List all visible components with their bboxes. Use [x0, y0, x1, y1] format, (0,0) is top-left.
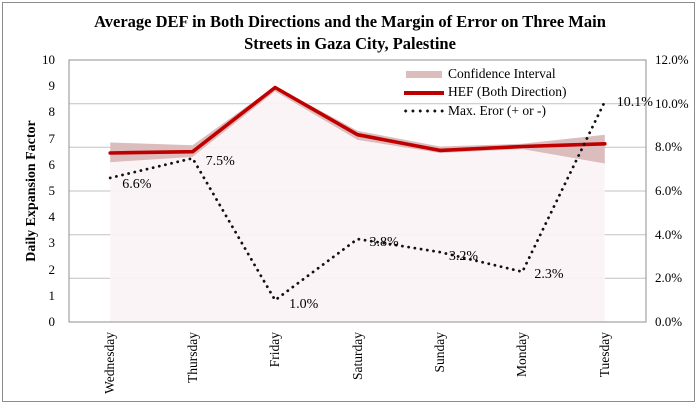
max-error-value-label: 10.1%	[616, 95, 653, 111]
legend-label-confidence-interval: Confidence Interval	[448, 66, 556, 81]
legend-item-max-error: Max. Eror (+ or -)	[400, 102, 566, 120]
x-axis-label: Sunday	[431, 332, 447, 373]
right-axis-tick: 6.0%	[655, 183, 683, 198]
plot-border	[68, 59, 647, 323]
legend-label-hef: HEF (Both Direction)	[448, 84, 567, 100]
max-error-value-label: 2.3%	[534, 266, 564, 282]
chart-title: Average DEF in Both Directions and the M…	[0, 11, 700, 55]
max-error-value-label: 3.8%	[369, 235, 399, 251]
right-axis-tick: 12.0%	[655, 52, 689, 67]
right-axis-tick: 4.0%	[655, 226, 683, 242]
chart-title-line1: Average DEF in Both Directions and the M…	[94, 12, 606, 31]
x-axis-label: Monday	[514, 332, 530, 377]
left-axis-tick: 10	[42, 52, 55, 67]
left-axis-tick: 2	[48, 261, 56, 277]
legend-item-confidence-interval: Confidence Interval	[400, 65, 566, 83]
legend-swatch-holder	[400, 108, 448, 113]
hef-line	[108, 85, 607, 155]
left-axis-tick: 1	[48, 287, 56, 303]
legend-swatch-holder	[400, 70, 448, 78]
x-axis-label: Thursday	[184, 332, 200, 383]
legend-item-hef: HEF (Both Direction)	[400, 83, 566, 101]
right-axis-tick: 8.0%	[655, 139, 683, 155]
max-error-dots-swatch-icon	[402, 108, 446, 113]
confidence-band	[110, 86, 605, 164]
left-axis-tick: 3	[48, 235, 56, 251]
max-error-value-label: 3.2%	[448, 249, 479, 265]
legend-swatch-holder	[400, 90, 448, 95]
left-axis-tick: 6	[48, 156, 56, 172]
legend: Confidence Interval HEF (Both Direction)…	[400, 65, 566, 120]
figure-border	[2, 2, 695, 402]
left-axis-tick: 8	[48, 104, 56, 120]
right-axis-tick: 0.0%	[655, 314, 683, 329]
legend-label-max-error: Max. Eror (+ or -)	[448, 102, 546, 118]
max-error-value-label: 6.6%	[122, 176, 152, 192]
right-axis-tick: 10.0%	[655, 95, 689, 111]
left-axis-tick: 4	[48, 209, 56, 225]
left-axis-tick: 7	[48, 130, 56, 146]
x-axis-label: Saturday	[349, 332, 365, 380]
chart-title-line2: Streets in Gaza City, Palestine	[244, 34, 456, 53]
x-axis-label: Wednesday	[102, 332, 118, 394]
left-axis-tick: 5	[48, 183, 56, 198]
left-axis-tick: 9	[48, 78, 56, 94]
max-error-line	[108, 100, 607, 302]
max-error-value-label: 1.0%	[289, 297, 319, 313]
x-axis-label: Tuesday	[596, 332, 612, 378]
right-axis-tick: 2.0%	[655, 270, 683, 286]
hef-line-swatch-icon	[404, 90, 444, 95]
max-error-value-label: 7.5%	[205, 154, 235, 170]
x-axis-label: Friday	[267, 332, 283, 368]
area-under-band	[110, 91, 605, 323]
left-axis-tick: 0	[48, 314, 56, 329]
confidence-band-swatch-icon	[406, 70, 442, 78]
